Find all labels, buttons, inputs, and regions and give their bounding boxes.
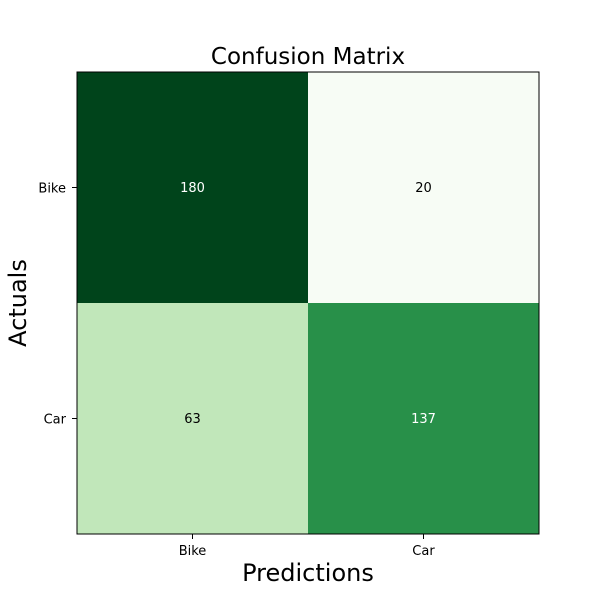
heatmap-cell — [308, 72, 539, 303]
heatmap-cells — [77, 72, 539, 534]
cell-value-label: 180 — [180, 181, 205, 196]
y-axis-label: Actuals — [4, 259, 32, 347]
x-axis-label: Predictions — [242, 559, 374, 587]
heatmap-cell — [77, 72, 308, 303]
heatmap-cell — [308, 303, 539, 534]
x-tick-label: Car — [412, 544, 435, 559]
plot-frame — [76, 71, 540, 535]
y-tick-label: Bike — [38, 182, 66, 197]
axis-ticks: Bike Car Bike Car — [38, 182, 435, 560]
x-tick-label: Bike — [179, 544, 207, 559]
heatmap-cell — [77, 303, 308, 534]
cell-value-label: 20 — [415, 181, 432, 196]
cell-value-label: 137 — [411, 412, 436, 427]
chart-title: Confusion Matrix — [211, 44, 405, 70]
heatmap-cell-labels: 180 20 63 137 — [180, 181, 436, 427]
y-tick-label: Car — [44, 413, 67, 428]
cell-value-label: 63 — [184, 412, 201, 427]
